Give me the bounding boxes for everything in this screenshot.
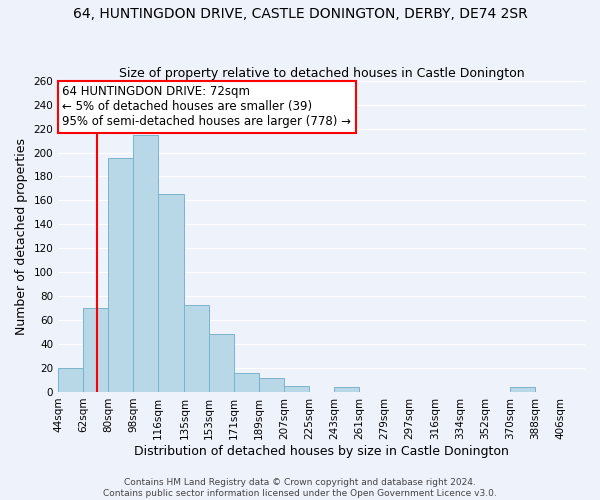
- Bar: [284, 386, 309, 392]
- Bar: [184, 304, 209, 392]
- Bar: [234, 373, 259, 392]
- Bar: [158, 194, 184, 392]
- Bar: [209, 334, 234, 392]
- Bar: [259, 378, 284, 392]
- Bar: [83, 308, 108, 392]
- Text: 64, HUNTINGDON DRIVE, CASTLE DONINGTON, DERBY, DE74 2SR: 64, HUNTINGDON DRIVE, CASTLE DONINGTON, …: [73, 8, 527, 22]
- Title: Size of property relative to detached houses in Castle Donington: Size of property relative to detached ho…: [119, 66, 524, 80]
- X-axis label: Distribution of detached houses by size in Castle Donington: Distribution of detached houses by size …: [134, 444, 509, 458]
- Text: Contains HM Land Registry data © Crown copyright and database right 2024.
Contai: Contains HM Land Registry data © Crown c…: [103, 478, 497, 498]
- Bar: [334, 387, 359, 392]
- Y-axis label: Number of detached properties: Number of detached properties: [15, 138, 28, 335]
- Bar: [510, 387, 535, 392]
- Bar: [108, 158, 133, 392]
- Bar: [133, 134, 158, 392]
- Bar: [58, 368, 83, 392]
- Text: 64 HUNTINGDON DRIVE: 72sqm
← 5% of detached houses are smaller (39)
95% of semi-: 64 HUNTINGDON DRIVE: 72sqm ← 5% of detac…: [62, 86, 352, 128]
